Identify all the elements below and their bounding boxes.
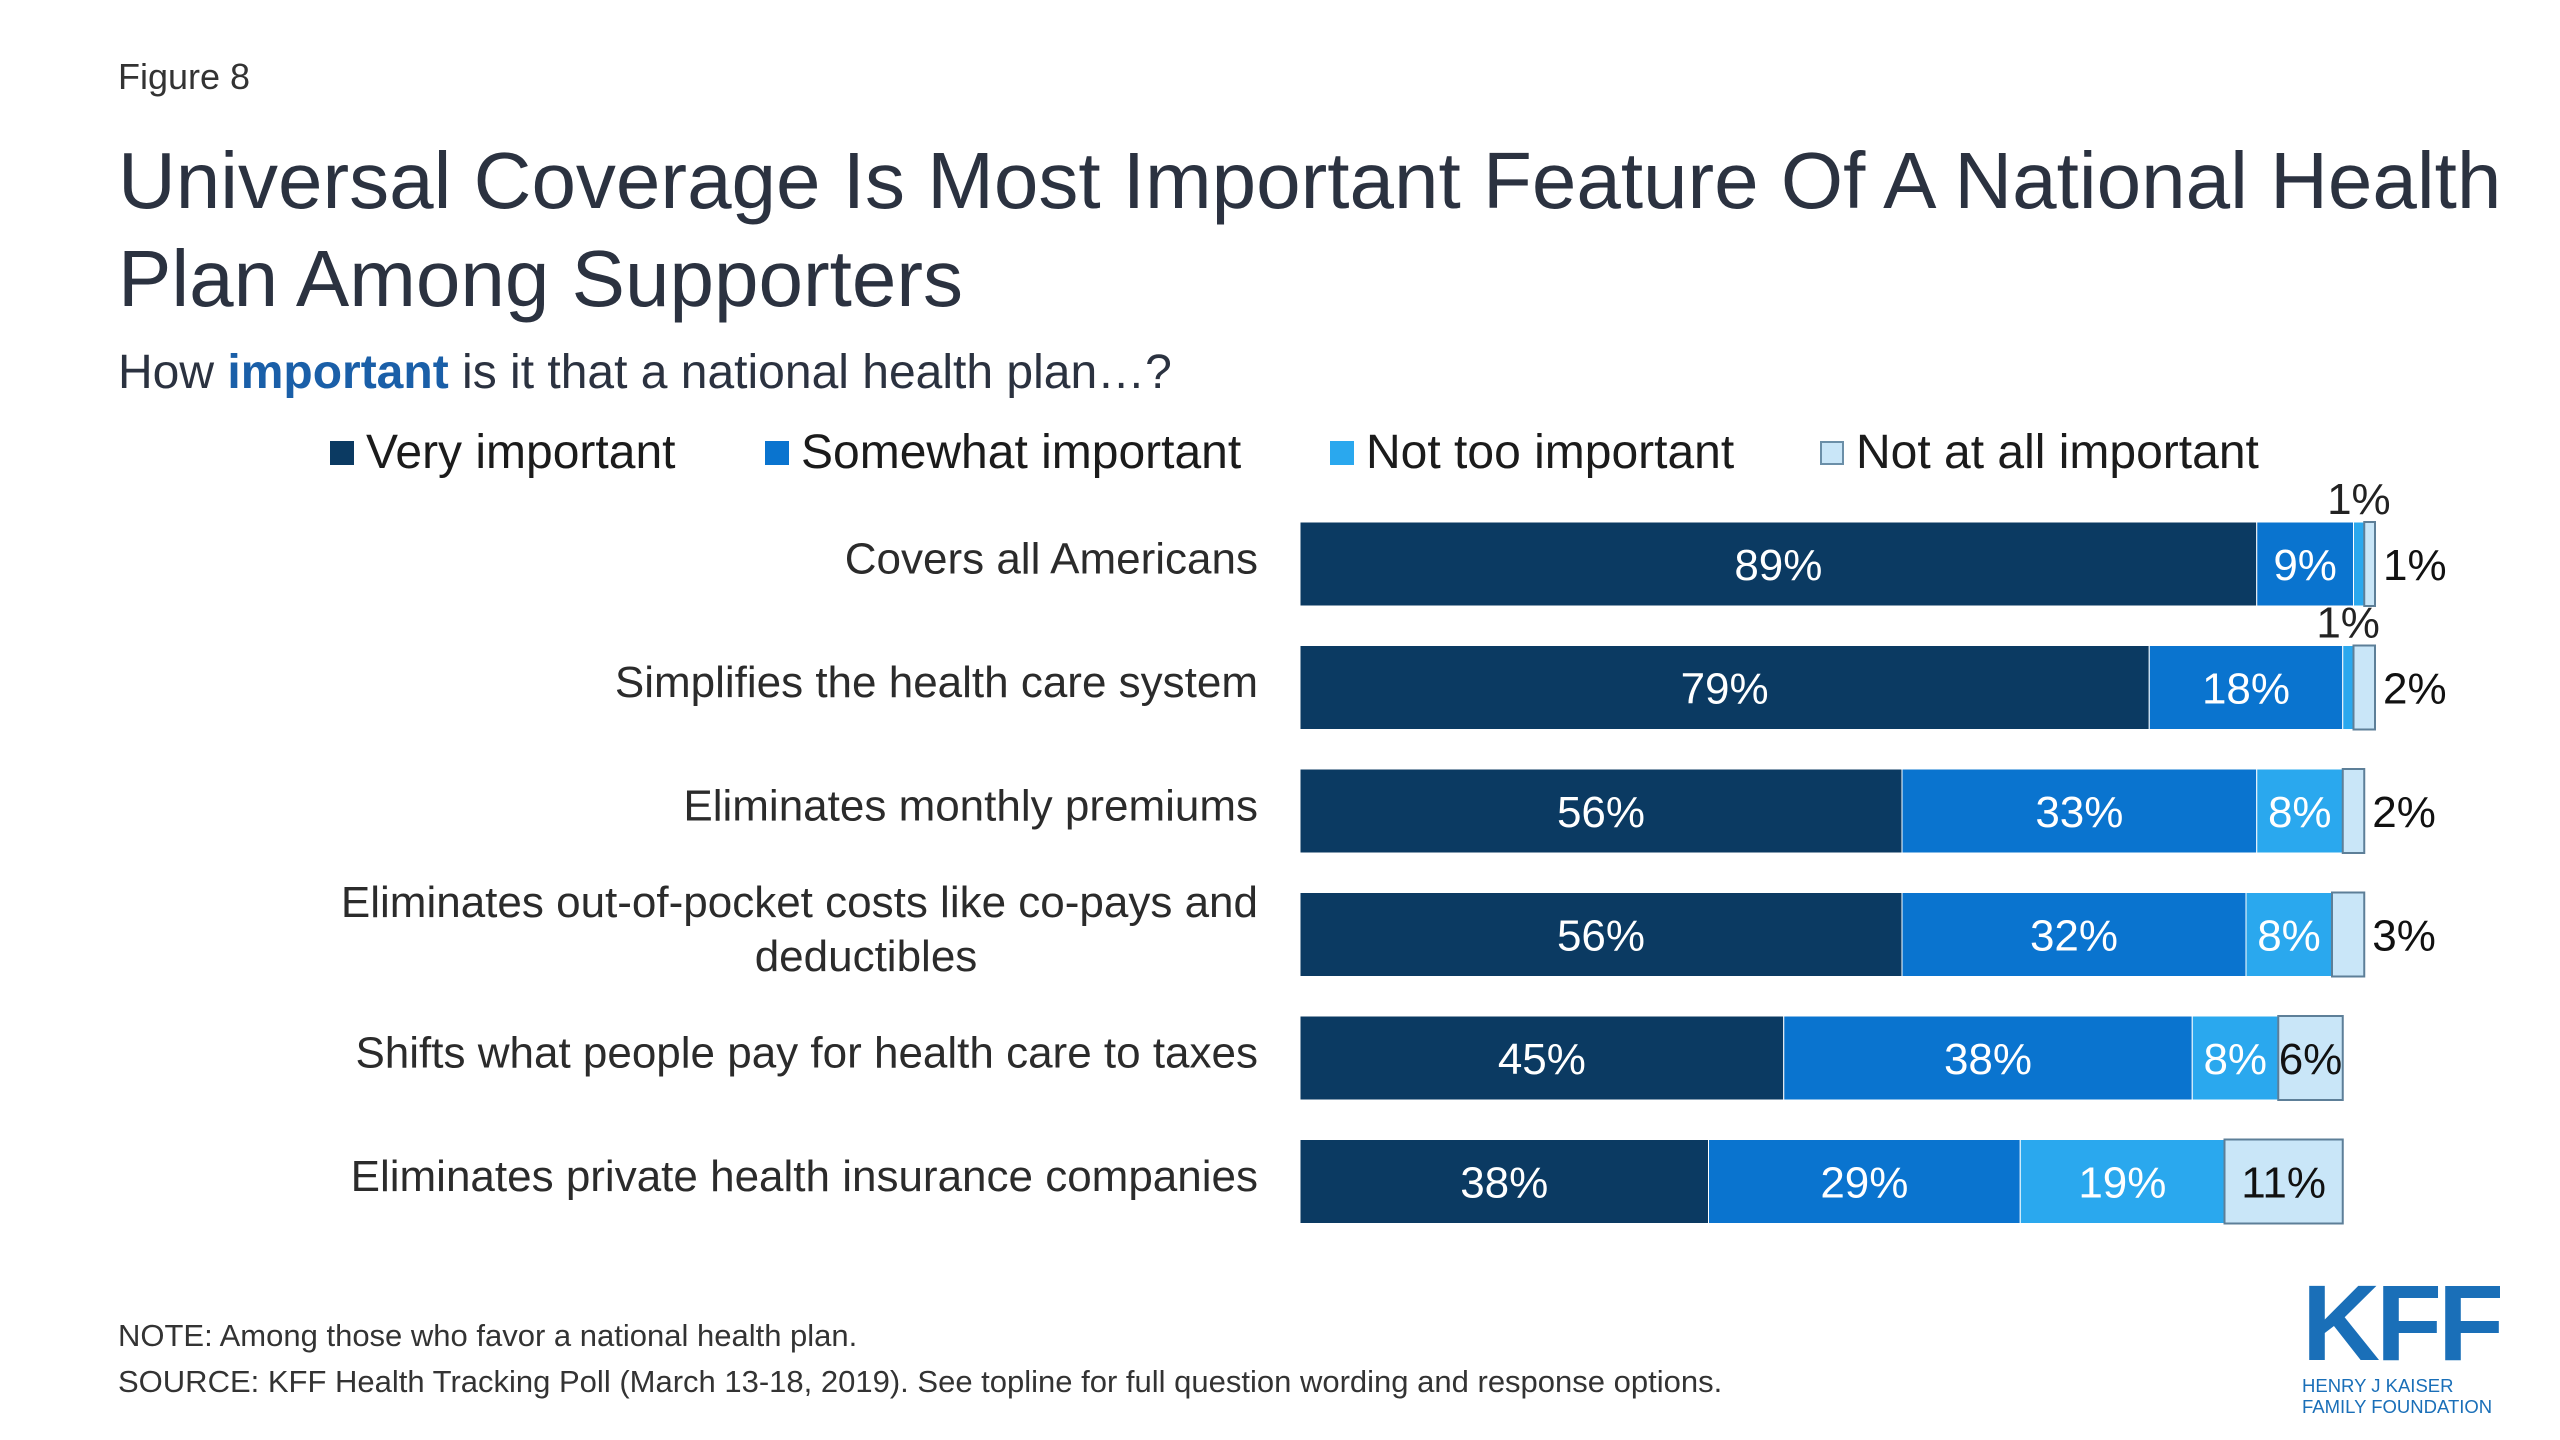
logo-mark: KFF [2302,1268,2500,1383]
bar-segment [1299,645,2150,730]
data-label: 2% [2372,788,2436,837]
data-label: 1% [2383,541,2447,590]
data-label: 11% [2241,1158,2326,1207]
bar-segment [2341,768,2366,854]
bar-segment [1299,1139,1709,1224]
bar-segment [2019,1139,2225,1224]
bar-segment [1299,768,1903,854]
data-label: 8% [2203,1035,2267,1084]
data-label: 38% [1460,1158,1548,1207]
kff-logo: KFF HENRY J KAISER FAMILY FOUNDATION [2302,1268,2500,1417]
legend-swatch-not-at-all-important [1820,440,1844,465]
bar-segment [2277,1015,2344,1101]
subtitle-prefix: How [118,346,228,399]
chart-source: SOURCE: KFF Health Tracking Poll (March … [118,1364,1723,1399]
legend-item-not-at-all-important: Not at all important [1820,425,2259,480]
legend-swatch-not-too-important [1330,440,1354,465]
bar-segment [2342,645,2354,730]
data-label: 19% [2078,1158,2166,1207]
category-label: Shifts what people pay for health care t… [355,1028,1258,1077]
bar-segment [2148,645,2344,730]
data-label: 18% [2202,664,2290,713]
legend-swatch-very-important [330,440,354,465]
legend-item-somewhat-important: Somewhat important [765,425,1241,480]
bar-segment [1901,892,2247,977]
logo-line1: HENRY J KAISER [2302,1375,2453,1396]
data-label: 33% [2035,788,2123,837]
data-label: 9% [2273,541,2337,590]
bar-segment [2191,1015,2279,1101]
data-label: 8% [2257,911,2321,960]
legend-item-very-important: Very important [330,425,675,480]
data-label: 79% [1681,664,1769,713]
data-label: 6% [2279,1035,2343,1084]
bar-segment [2256,768,2344,854]
bar-segment [2353,521,2365,607]
legend-label-not-too-important: Not too important [1366,426,1735,479]
subtitle-suffix: is it that a national health plan…? [448,346,1172,399]
data-label: 56% [1557,788,1645,837]
category-label: Eliminates out-of-pocket costs like co-p… [341,878,1258,981]
bar-segment [1783,1015,2193,1101]
data-label: 8% [2268,788,2332,837]
data-label: 45% [1498,1035,1586,1084]
data-label: 29% [1820,1158,1908,1207]
data-label: 38% [1944,1035,2032,1084]
legend-item-not-too-important: Not too important [1330,425,1734,480]
legend-label-somewhat-important: Somewhat important [801,426,1242,479]
logo-line2: FAMILY FOUNDATION [2302,1396,2492,1417]
category-label: Covers all Americans [845,534,1258,583]
chart-legend: Very important Somewhat important Not to… [330,425,2330,485]
bar-segment [2363,521,2376,607]
figure-label: Figure 8 [118,56,251,97]
bar-segment [1299,892,1903,977]
legend-label-not-at-all-important: Not at all important [1856,426,2259,479]
data-label: 1% [2316,599,2380,648]
bar-segment [2245,892,2333,977]
data-label: 32% [2030,911,2118,960]
legend-label-very-important: Very important [366,426,676,479]
chart-subtitle: How important is it that a national heal… [118,345,1172,400]
chart-note: NOTE: Among those who favor a national h… [118,1318,858,1353]
legend-swatch-somewhat-important [765,440,789,465]
data-label: 56% [1557,911,1645,960]
category-label: Simplifies the health care system [615,658,1258,707]
category-label: Eliminates monthly premiums [683,781,1258,830]
bar-segment [2352,644,2376,731]
chart-title: Universal Coverage Is Most Important Fea… [118,136,2502,323]
data-label: 3% [2372,911,2436,960]
bar-segment [1299,1015,1785,1101]
bar-segment [2331,891,2366,978]
subtitle-highlight: important [227,346,449,399]
bar-segment [1901,768,2258,854]
category-label: Eliminates private health insurance comp… [351,1152,1258,1201]
data-label: 1% [2327,475,2391,524]
bar-segment [2256,521,2354,607]
data-label: 2% [2383,664,2447,713]
data-label: 89% [1734,541,1822,590]
bar-segment [2223,1138,2344,1225]
